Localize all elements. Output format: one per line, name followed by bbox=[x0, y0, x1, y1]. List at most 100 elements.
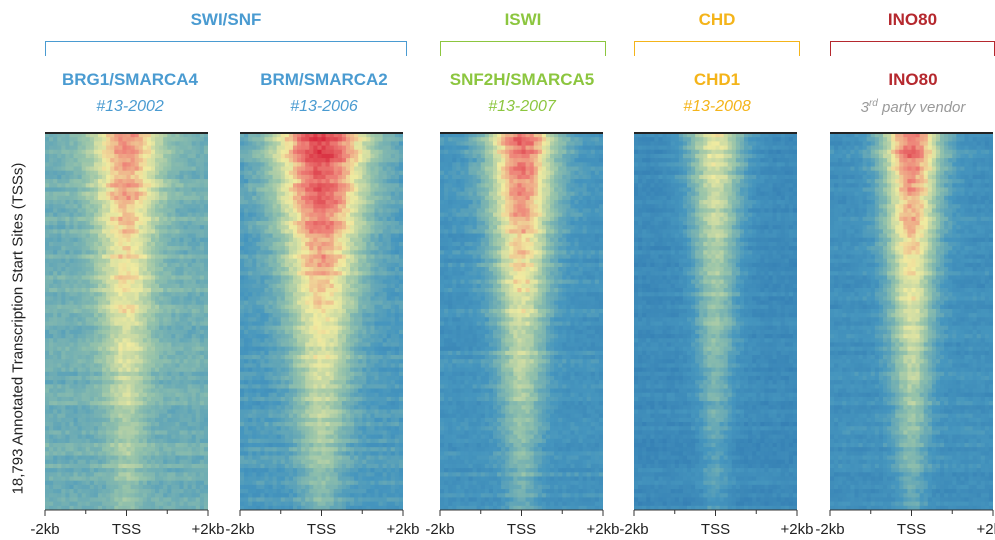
heatmap-cell bbox=[187, 417, 193, 423]
heatmap-cell bbox=[362, 187, 367, 193]
heatmap-cell bbox=[288, 153, 294, 159]
heatmap-cell bbox=[142, 342, 148, 348]
heatmap-cell bbox=[106, 296, 111, 302]
heatmap-cell bbox=[53, 267, 58, 272]
heatmap-cell bbox=[195, 296, 201, 302]
heatmap-cell bbox=[183, 241, 189, 247]
heatmap-cell bbox=[81, 430, 87, 436]
heatmap-cell bbox=[77, 225, 83, 230]
heatmap-cell bbox=[122, 363, 128, 369]
heatmap-cell bbox=[45, 212, 50, 218]
heatmap-cell bbox=[297, 250, 302, 256]
heatmap-cell bbox=[179, 149, 185, 155]
heatmap-cell bbox=[138, 241, 144, 247]
heatmap-cell bbox=[159, 229, 164, 235]
heatmap-cell bbox=[329, 267, 335, 272]
heatmap-cell bbox=[199, 447, 205, 452]
heatmap-cell bbox=[256, 212, 261, 218]
heatmap-cell bbox=[155, 380, 160, 385]
heatmap-cell bbox=[57, 229, 62, 235]
heatmap-cell bbox=[155, 304, 160, 310]
heatmap-cell bbox=[106, 367, 111, 373]
heatmap-cell bbox=[130, 396, 136, 402]
heatmap-cell bbox=[138, 258, 144, 264]
heatmap-cell bbox=[126, 179, 132, 184]
heatmap-cell bbox=[337, 229, 343, 235]
heatmap-cell bbox=[284, 145, 290, 151]
heatmap-cell bbox=[179, 321, 185, 327]
heatmap-cell bbox=[106, 212, 111, 218]
heatmap-cell bbox=[337, 212, 343, 218]
heatmap-cell bbox=[183, 442, 189, 448]
heatmap-cell bbox=[93, 317, 99, 323]
heatmap-cell bbox=[167, 463, 172, 469]
heatmap-cell bbox=[81, 405, 87, 411]
heatmap-cell bbox=[276, 191, 282, 197]
heatmap-cell bbox=[260, 262, 266, 268]
heatmap-cell bbox=[386, 220, 392, 226]
heatmap-cell bbox=[167, 371, 172, 377]
heatmap-cell bbox=[199, 200, 205, 205]
heatmap-cell bbox=[171, 338, 176, 344]
heatmap-cell bbox=[199, 329, 205, 335]
heatmap-cell bbox=[138, 229, 144, 235]
heatmap-cell bbox=[288, 267, 294, 272]
heatmap-cell bbox=[126, 401, 132, 406]
heatmap-cell bbox=[171, 137, 176, 142]
heatmap-cell bbox=[53, 342, 58, 348]
heatmap-cell bbox=[199, 275, 205, 281]
heatmap-cell bbox=[382, 195, 388, 201]
heatmap-cell bbox=[337, 133, 343, 138]
heatmap-cell bbox=[175, 325, 181, 331]
heatmap-cell bbox=[305, 237, 310, 243]
heatmap-cell bbox=[134, 237, 140, 243]
heatmap-cell bbox=[297, 149, 302, 155]
heatmap-cell bbox=[110, 204, 115, 209]
heatmap-cell bbox=[256, 258, 261, 264]
heatmap-cell bbox=[260, 133, 266, 138]
heatmap-cell bbox=[61, 447, 66, 452]
heatmap-cell bbox=[321, 158, 327, 163]
heatmap-cell bbox=[142, 501, 148, 507]
heatmap-cell bbox=[49, 409, 54, 415]
heatmap-cell bbox=[191, 137, 197, 142]
heatmap-cell bbox=[81, 258, 87, 264]
heatmap-cell bbox=[102, 195, 107, 201]
heatmap-cell bbox=[134, 183, 140, 189]
heatmap-cell bbox=[268, 225, 274, 230]
heatmap-cell bbox=[150, 191, 156, 197]
heatmap-cell bbox=[203, 363, 208, 369]
heatmap-cell bbox=[195, 287, 201, 293]
heatmap-cell bbox=[49, 208, 54, 214]
heatmap-cell bbox=[374, 225, 380, 230]
heatmap-cell bbox=[370, 208, 376, 214]
heatmap-cell bbox=[191, 463, 197, 469]
heatmap-cell bbox=[155, 329, 160, 335]
heatmap-cell bbox=[175, 141, 181, 147]
heatmap-cell bbox=[130, 392, 136, 398]
heatmap-cell bbox=[159, 183, 164, 189]
heatmap-cell bbox=[106, 137, 111, 142]
heatmap-cell bbox=[191, 166, 197, 172]
heatmap-cell bbox=[130, 262, 136, 268]
heatmap-cell bbox=[203, 430, 208, 436]
heatmap-cell bbox=[321, 216, 327, 222]
heatmap-cell bbox=[171, 220, 176, 226]
heatmap-cell bbox=[130, 275, 136, 281]
heatmap-cell bbox=[142, 216, 148, 222]
heatmap-cell bbox=[195, 191, 201, 197]
heatmap-cell bbox=[65, 271, 71, 277]
heatmap-cell bbox=[240, 275, 245, 281]
heatmap-cell bbox=[175, 250, 181, 256]
heatmap-cell bbox=[73, 484, 79, 490]
heatmap-cell bbox=[163, 220, 168, 226]
heatmap-cell bbox=[89, 246, 95, 251]
heatmap-cell bbox=[313, 267, 319, 272]
heatmap-cell bbox=[175, 304, 181, 310]
heatmap-cell bbox=[394, 174, 400, 180]
heatmap-cell bbox=[167, 162, 172, 168]
heatmap-cell bbox=[366, 195, 371, 201]
heatmap-cell bbox=[69, 388, 75, 394]
heatmap-cell bbox=[155, 212, 160, 218]
heatmap-cell bbox=[53, 141, 58, 147]
